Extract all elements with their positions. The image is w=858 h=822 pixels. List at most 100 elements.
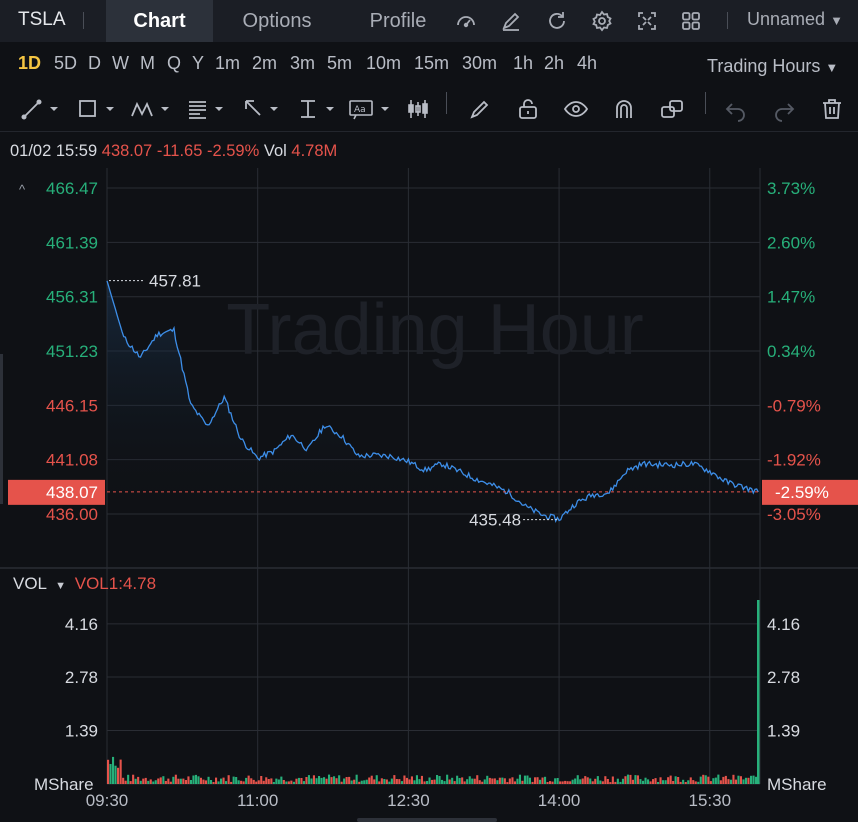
volume-bar	[260, 776, 263, 784]
percent-axis-right-label: -3.05%	[767, 505, 821, 524]
period-1d[interactable]: 1D	[18, 53, 42, 73]
undo-icon[interactable]	[723, 96, 749, 122]
scrollbar-thumb	[357, 818, 497, 822]
period-3m[interactable]: 3m	[290, 53, 316, 73]
tab-profile[interactable]: Profile	[369, 10, 427, 32]
fullscreen-icon[interactable]	[634, 8, 660, 34]
volume-bar	[601, 781, 604, 784]
volume-bar	[642, 780, 645, 784]
arrow-tool-icon[interactable]	[241, 96, 285, 122]
volume-bar	[192, 775, 195, 784]
time-axis-label: 12:30	[387, 791, 430, 810]
volume-bar	[586, 777, 589, 784]
volume-bar	[458, 778, 461, 784]
volume-axis-left-label: 2.78	[65, 668, 98, 687]
volume-bar	[413, 780, 416, 784]
copy-icon[interactable]	[659, 96, 685, 122]
intraday-chart[interactable]: Trading Hour 466.47 3.73% 461.39 2.60% 456.3…	[0, 168, 858, 822]
grid-layout-icon[interactable]	[678, 8, 704, 34]
volume-bar	[340, 781, 343, 784]
rectangle-tool-icon[interactable]	[76, 96, 120, 122]
ticker-symbol[interactable]: TSLA	[18, 9, 66, 30]
volume-bar	[388, 781, 391, 784]
volume-axis-right-label: 4.16	[767, 615, 800, 634]
volume-axis-labels: 4.16 4.16 2.78 2.78 1.39 1.39 MShare MShare	[34, 615, 827, 794]
volume-bar	[370, 775, 373, 784]
volume-bar	[508, 778, 511, 784]
settings-gear-icon[interactable]	[589, 8, 615, 34]
volume-bar	[744, 777, 747, 784]
volume-bar	[531, 781, 534, 784]
current-pct-tag	[762, 479, 858, 505]
refresh-icon[interactable]	[544, 8, 570, 34]
trash-icon[interactable]	[819, 96, 845, 122]
volume-bar	[225, 781, 228, 784]
volume-axis-right-label: 1.39	[767, 721, 800, 740]
price-axis-left-label: 441.08	[46, 451, 98, 470]
fibonacci-tool-icon[interactable]	[186, 96, 230, 122]
volume-bar	[576, 775, 579, 784]
text-tool-icon[interactable]: Aa	[348, 96, 398, 122]
chevron-down-icon[interactable]: ▼	[55, 580, 67, 592]
magnet-icon[interactable]	[611, 96, 637, 122]
volume-bar	[242, 781, 245, 784]
tab-options[interactable]: Options	[242, 10, 312, 32]
volume-bar	[742, 779, 745, 784]
redo-icon[interactable]	[771, 96, 797, 122]
period-1m[interactable]: 1m	[215, 53, 241, 73]
period-d[interactable]: D	[88, 53, 101, 73]
quote-price: 438.07	[101, 142, 153, 160]
volume-bar	[315, 778, 318, 784]
volume-bar	[431, 779, 434, 784]
period-10m[interactable]: 10m	[366, 53, 402, 73]
volume-bar	[652, 779, 655, 784]
edit-icon[interactable]	[498, 8, 524, 34]
volume-bar	[114, 765, 117, 784]
volume-bar	[481, 781, 484, 784]
period-q[interactable]: Q	[167, 53, 182, 73]
volume-bar	[441, 779, 444, 784]
volume-bar	[245, 777, 248, 784]
volume-bar	[634, 775, 637, 784]
eye-icon[interactable]	[563, 96, 589, 122]
trading-hours-dropdown[interactable]: Trading Hours ▼	[707, 56, 838, 77]
volume-bar	[400, 781, 403, 784]
period-y[interactable]: Y	[192, 53, 205, 73]
tab-chart[interactable]: Chart	[106, 0, 213, 42]
quote-vol-value: 4.78M	[291, 142, 338, 160]
period-30m[interactable]: 30m	[462, 53, 498, 73]
measure-tool-icon[interactable]	[297, 96, 341, 122]
volume-bar	[297, 777, 300, 784]
candle-tool-icon[interactable]	[405, 96, 431, 122]
period-15m[interactable]: 15m	[414, 53, 450, 73]
percent-axis-right-label: 3.73%	[767, 179, 815, 198]
volume-unit-right: MShare	[767, 775, 827, 794]
period-5d[interactable]: 5D	[54, 53, 78, 73]
period-w[interactable]: W	[112, 53, 129, 73]
divider	[83, 12, 84, 29]
account-dropdown[interactable]: Unnamed ▼	[747, 9, 843, 30]
volume-bar	[709, 781, 712, 784]
volume-bar	[132, 774, 135, 784]
brush-icon[interactable]	[467, 96, 493, 122]
price-axis-left-label: 451.23	[46, 342, 98, 361]
period-m[interactable]: M	[140, 53, 155, 73]
line-tool-icon[interactable]	[20, 96, 64, 122]
volume-bar	[501, 777, 504, 784]
volume-bar	[541, 777, 544, 784]
volume-bar	[338, 775, 341, 784]
pattern-tool-icon[interactable]	[130, 96, 176, 122]
period-2h[interactable]: 2h	[544, 53, 565, 73]
period-4h[interactable]: 4h	[577, 53, 598, 73]
period-5m[interactable]: 5m	[327, 53, 353, 73]
gauge-icon[interactable]	[453, 8, 479, 34]
volume-bar	[584, 776, 587, 784]
volume-bars	[107, 600, 760, 784]
volume-bar	[207, 776, 210, 784]
period-2m[interactable]: 2m	[252, 53, 278, 73]
volume-bar	[232, 776, 235, 784]
volume-bar	[471, 778, 474, 784]
lock-icon[interactable]	[515, 96, 541, 122]
collapse-up-icon[interactable]: ^	[19, 182, 26, 197]
period-1h[interactable]: 1h	[513, 53, 534, 73]
